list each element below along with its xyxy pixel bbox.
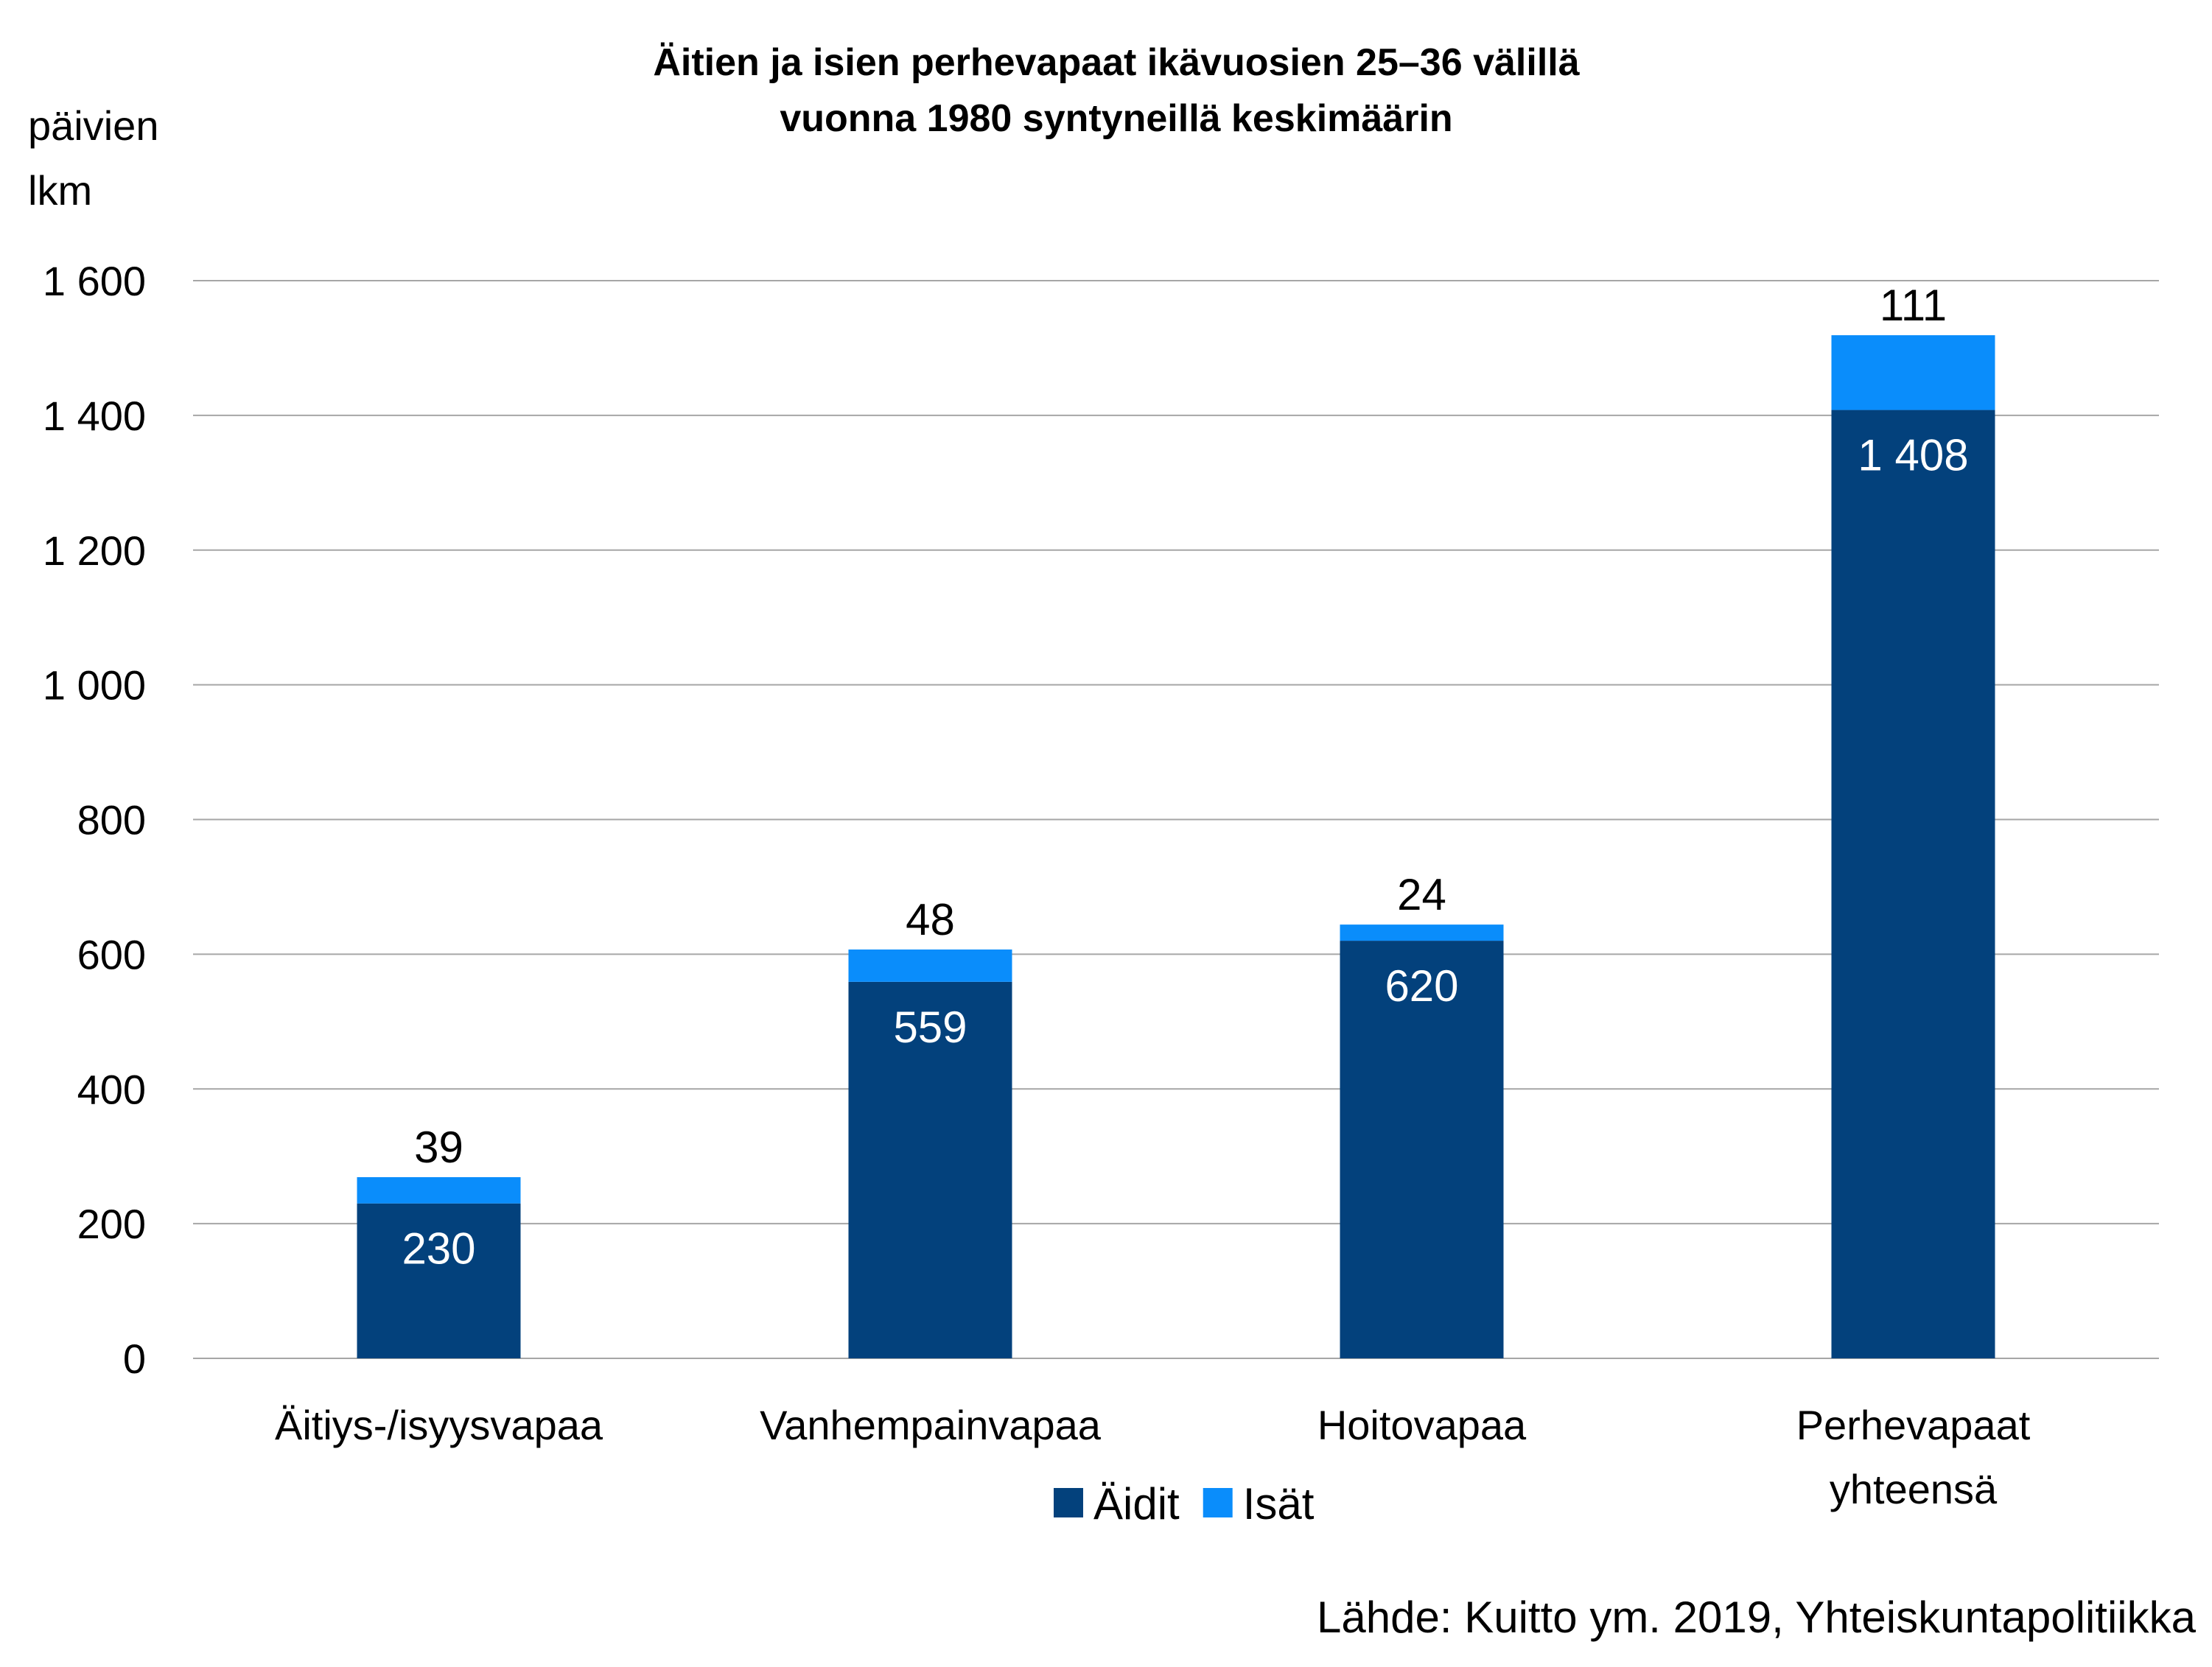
category-label: Äitiys-/isyysvapaa [275,1402,603,1448]
data-label-isat: 48 [906,895,955,944]
legend-swatch [1203,1488,1233,1517]
data-label-aidit: 230 [402,1224,475,1274]
data-label-aidit: 620 [1385,961,1458,1011]
data-labels: 230 39 559 48 620 24 1 408 111 [402,281,1968,1274]
bar-segment-aidit [848,981,1012,1358]
title-line: vuonna 1980 syntyneillä keskimäärin [780,97,1452,140]
y-tick-label: 400 [77,1066,146,1112]
bar-segment-aidit [1340,941,1504,1358]
source-note: Lähde: Kuitto ym. 2019, Yhteiskuntapolit… [1317,1593,2197,1642]
y-tick-label: 200 [77,1201,146,1247]
bar-segment-isat [357,1177,521,1204]
title-line: Äitien ja isien perhevapaat ikävuosien 2… [653,41,1580,84]
data-label-isat: 111 [1880,281,1947,330]
y-tick-label: 1 400 [43,393,146,439]
data-label-isat: 24 [1397,870,1446,919]
category-label: Vanhempainvapaa [760,1402,1102,1448]
y-tick-label: 800 [77,797,146,843]
y-tick-label: 1 000 [43,662,146,709]
y-label-line: päivien [28,102,158,149]
category-label: Hoitovapaa [1317,1402,1527,1448]
y-axis-ticks: 0 200 400 600 800 1 000 1 200 1 400 1 600 [43,258,146,1382]
y-tick-label: 600 [77,931,146,978]
bar-segment-aidit [1831,410,1995,1358]
bars [357,335,1995,1358]
bar-segment-isat [1831,335,1995,410]
legend-label: Isät [1243,1479,1315,1529]
bar-segment-aidit [357,1203,521,1358]
bar-segment-isat [848,949,1012,982]
legend-label: Äidit [1093,1479,1180,1529]
y-tick-label: 0 [123,1336,146,1382]
y-tick-label: 1 200 [43,527,146,574]
data-label-aidit: 559 [893,1003,967,1052]
chart-title: Äitien ja isien perhevapaat ikävuosien 2… [653,41,1580,140]
category-label: Perhevapaat [1796,1402,2031,1448]
gridlines [193,280,2159,1359]
y-axis-label: päivien lkm [28,102,158,214]
legend: Äidit Isät [1054,1479,1315,1529]
x-axis-categories: Äitiys-/isyysvapaa Vanhempainvapaa Hoitova… [275,1402,2031,1512]
legend-swatch [1054,1488,1083,1517]
category-label: yhteensä [1830,1466,1998,1512]
data-label-aidit: 1 408 [1858,431,1968,480]
bar-segment-isat [1340,924,1504,941]
data-label-isat: 39 [414,1123,463,1172]
y-label-line: lkm [28,167,92,214]
y-tick-label: 1 600 [43,258,146,304]
